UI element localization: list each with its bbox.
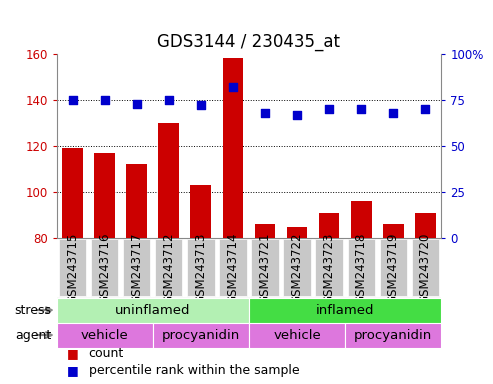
Point (421, 106, 429, 112)
FancyBboxPatch shape (59, 239, 86, 296)
Point (389, 110, 397, 116)
FancyBboxPatch shape (348, 239, 375, 296)
Bar (383, 224, 404, 238)
Point (69, 97, 77, 103)
FancyBboxPatch shape (57, 298, 249, 323)
Text: GSM243722: GSM243722 (290, 232, 304, 304)
Point (165, 97, 173, 103)
Text: GSM243720: GSM243720 (419, 232, 432, 303)
Text: percentile rank within the sample: percentile rank within the sample (89, 364, 299, 377)
Point (357, 106, 365, 112)
Text: procyanidin: procyanidin (162, 329, 240, 341)
Text: vehicle: vehicle (273, 329, 321, 341)
FancyBboxPatch shape (153, 323, 249, 348)
Text: GSM243719: GSM243719 (387, 232, 400, 304)
Title: GDS3144 / 230435_at: GDS3144 / 230435_at (157, 33, 341, 51)
Text: ■: ■ (67, 347, 78, 360)
Point (229, 84, 237, 90)
Point (197, 102, 205, 108)
Bar (254, 224, 276, 238)
FancyBboxPatch shape (316, 239, 343, 296)
FancyBboxPatch shape (251, 239, 279, 296)
Text: procyanidin: procyanidin (354, 329, 432, 341)
Bar (222, 58, 244, 238)
Point (133, 101, 141, 107)
FancyBboxPatch shape (249, 298, 441, 323)
Text: GSM243715: GSM243715 (66, 232, 79, 303)
Point (325, 106, 333, 112)
FancyBboxPatch shape (219, 239, 246, 296)
Bar (286, 227, 308, 238)
Bar (158, 123, 179, 238)
Point (261, 110, 269, 116)
Text: agent: agent (15, 329, 52, 341)
FancyBboxPatch shape (380, 239, 407, 296)
Bar (415, 213, 436, 238)
Text: GSM243721: GSM243721 (258, 232, 272, 304)
Text: GSM243717: GSM243717 (130, 232, 143, 304)
Bar (190, 185, 211, 238)
Text: vehicle: vehicle (81, 329, 129, 341)
Text: GSM243714: GSM243714 (226, 232, 240, 304)
Text: GSM243712: GSM243712 (162, 232, 176, 304)
FancyBboxPatch shape (123, 239, 150, 296)
Text: GSM243713: GSM243713 (194, 232, 208, 303)
Bar (94, 153, 115, 238)
Text: ■: ■ (67, 364, 78, 377)
Bar (351, 201, 372, 238)
Text: count: count (89, 347, 124, 360)
FancyBboxPatch shape (283, 239, 311, 296)
Text: stress: stress (15, 304, 52, 316)
FancyBboxPatch shape (412, 239, 439, 296)
FancyBboxPatch shape (91, 239, 118, 296)
Bar (318, 213, 340, 238)
Text: uninflamed: uninflamed (115, 304, 191, 316)
Text: GSM243716: GSM243716 (98, 232, 111, 304)
FancyBboxPatch shape (187, 239, 214, 296)
Bar (62, 148, 83, 238)
FancyBboxPatch shape (155, 239, 182, 296)
Text: GSM243718: GSM243718 (354, 232, 368, 303)
Point (293, 111, 301, 118)
FancyBboxPatch shape (249, 323, 345, 348)
Text: GSM243723: GSM243723 (322, 232, 336, 303)
Point (101, 97, 108, 103)
Text: inflamed: inflamed (316, 304, 374, 316)
FancyBboxPatch shape (345, 323, 441, 348)
FancyBboxPatch shape (57, 323, 153, 348)
Bar (126, 164, 147, 238)
